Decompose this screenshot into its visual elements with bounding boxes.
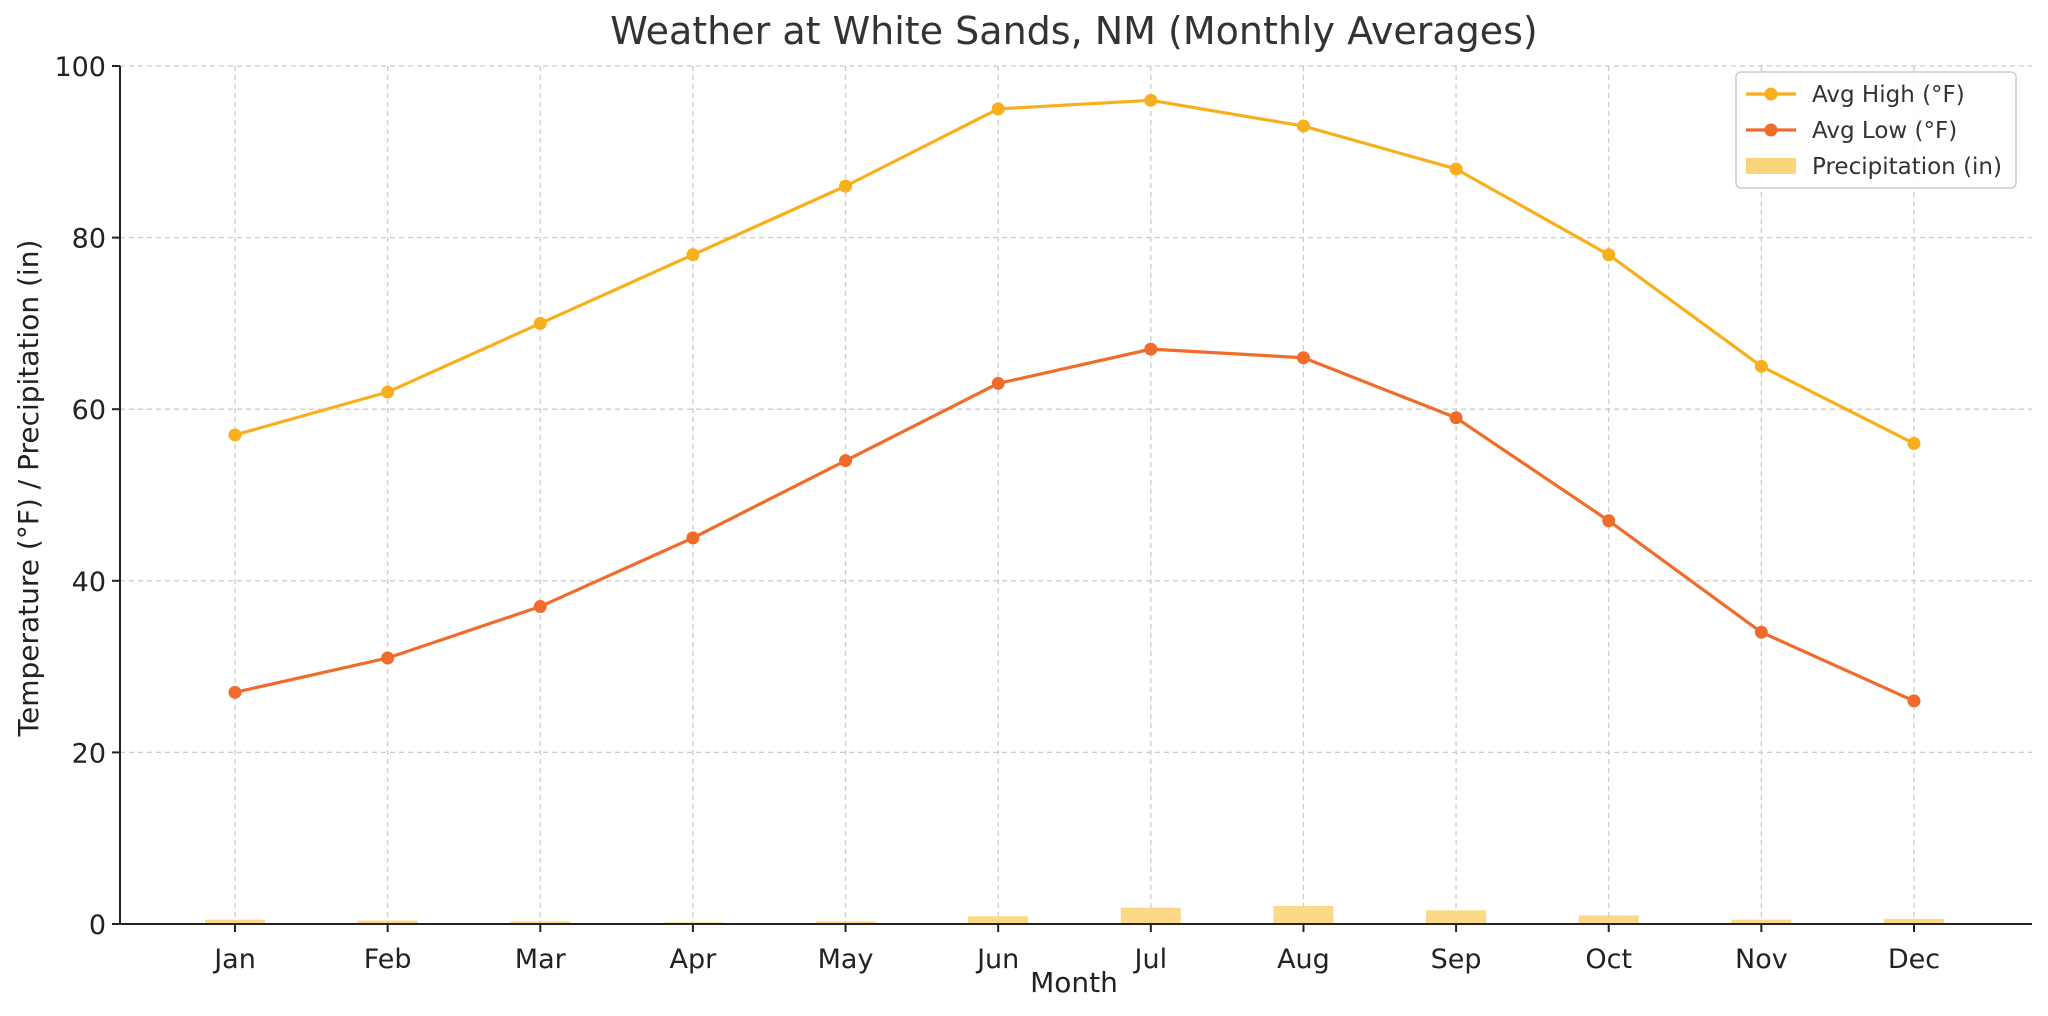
series-point-0 [1602,248,1616,262]
precipitation-bar [1273,905,1334,924]
series-point-1 [228,685,242,699]
series-point-0 [1449,162,1463,176]
series-line-1 [234,347,1915,703]
x-tick-label: Nov [1735,944,1788,975]
legend: Avg High (°F) Avg Low (°F) Precipitation (… [1735,71,2017,189]
precipitation-bar [968,916,1029,924]
x-tick-label: Mar [515,944,567,975]
precipitation-bar [1578,915,1639,924]
series-point-1 [686,531,700,545]
y-tick-label: 20 [72,738,106,769]
series-point-0 [1754,359,1768,373]
legend-box [1735,71,2017,189]
legend-label: Precipitation (in) [1812,154,2002,180]
series-point-0 [381,385,395,399]
x-tick-label: Feb [364,944,412,975]
series-point-1 [991,376,1005,390]
series-point-1 [1754,625,1768,639]
x-tick-label: Jun [975,944,1019,975]
x-tick-label: Jul [1133,944,1168,975]
precipitation-bar [1884,918,1944,924]
x-axis-label: Month [1030,966,1118,999]
series-point-0 [1296,119,1310,133]
series-point-0 [839,179,853,193]
chart-title: Weather at White Sands, NM (Monthly Aver… [610,9,1538,53]
precipitation-bar [1426,910,1487,924]
series-point-0 [991,102,1005,116]
series-point-1 [533,600,547,614]
y-tick-label: 40 [72,567,106,598]
series-line-0 [234,98,1915,445]
y-axis-label: Temperature (°F) / Precipitation (in) [12,240,45,738]
legend-swatch-bar [1746,158,1796,174]
grid [120,65,2032,924]
x-tick-label: Apr [670,944,718,975]
series-point-1 [1602,514,1616,528]
series-point-1 [1296,351,1310,365]
y-tick-label: 100 [54,52,106,83]
precipitation-bar [815,921,876,924]
x-tick-label: May [818,944,874,975]
series-point-1 [839,454,853,468]
x-tick-label: Oct [1585,944,1632,975]
axes [119,66,2032,925]
temperature-lines [228,93,1921,708]
series-point-0 [533,316,547,330]
series-point-1 [1449,411,1463,425]
precipitation-bar [357,920,418,924]
ticks: 0 20 40 60 80 100 Jan Feb Mar Apr May Jun Jul Aug Sep O… [54,52,1940,975]
series-point-0 [1907,437,1921,451]
series-point-1 [1144,342,1158,356]
x-tick-label: Aug [1277,944,1330,975]
series-point-0 [686,248,700,262]
y-tick-label: 60 [72,395,106,426]
precipitation-bars [205,905,1944,924]
precipitation-bar [1731,919,1792,924]
series-point-1 [381,651,395,665]
y-tick-label: 80 [72,224,106,255]
legend-label: Avg High (°F) [1812,82,1965,108]
x-tick-label: Sep [1431,944,1482,975]
x-tick-label: Dec [1888,944,1940,975]
legend-label: Avg Low (°F) [1812,118,1957,144]
precipitation-bar [205,919,265,924]
precipitation-bar [1120,907,1181,924]
series-point-0 [228,428,242,442]
series-point-0 [1144,93,1158,107]
legend-swatch-marker [1764,123,1778,137]
x-tick-label: Jan [212,944,256,975]
series-point-1 [1907,694,1921,708]
precipitation-bar [510,921,571,924]
legend-swatch-marker [1764,87,1778,101]
y-tick-label: 0 [89,910,106,941]
